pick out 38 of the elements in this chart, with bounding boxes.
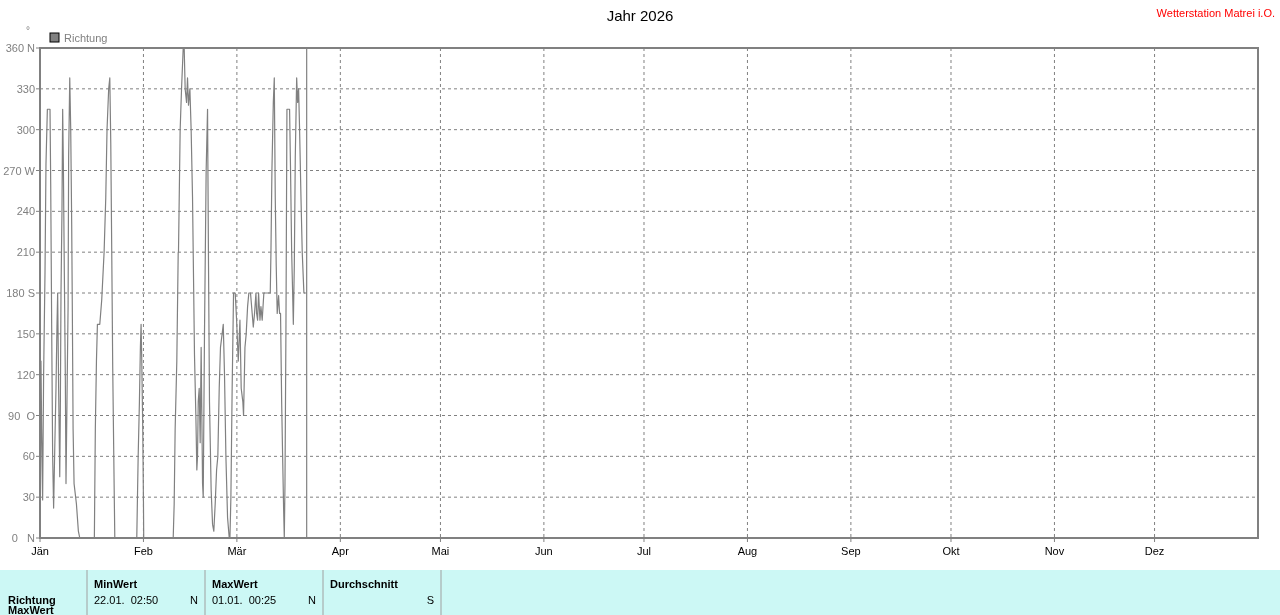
y-tick-label: 240 [16, 205, 35, 218]
y-tick-label: 150 [16, 327, 35, 340]
y-tick-label: 300 [16, 123, 35, 136]
text: Durchschnitt [330, 578, 399, 590]
x-tick-label: Mär [227, 545, 247, 557]
text: MaxWert [212, 578, 258, 590]
y-tick-label: 270 W [3, 164, 36, 177]
x-tick-label: Feb [133, 545, 153, 557]
y-tick-label: 0 N [11, 532, 36, 544]
y-tick-label: 60 [22, 450, 35, 463]
text: 22.01. 02:50 [94, 594, 159, 606]
x-tick-label: Jän [31, 545, 49, 557]
legend-label: Richtung [64, 32, 108, 44]
text: Wetterstation Matrei i.O. [1156, 7, 1275, 19]
x-tick-label: Jul [636, 545, 652, 557]
x-tick-label: Okt [942, 545, 960, 557]
text: N [308, 594, 317, 606]
x-tick-label: Sep [841, 545, 861, 557]
text: 01.01. 00:25 [212, 594, 277, 606]
y-tick-label: 210 [16, 246, 35, 259]
chart-title: Jahr 2026 [606, 7, 674, 24]
y-tick-label: 30 [22, 491, 35, 504]
x-tick-label: Dez [1144, 545, 1165, 557]
y-axis-title: ° [26, 25, 30, 36]
y-tick-label: 360 N [5, 42, 36, 54]
x-tick-label: Jun [535, 545, 553, 557]
y-tick-label: 330 [16, 82, 35, 95]
x-tick-label: Apr [331, 545, 350, 557]
text: Richtung [8, 594, 56, 606]
text: N [190, 594, 199, 606]
x-tick-label: Nov [1044, 545, 1065, 557]
y-tick-label: 90 O [8, 409, 36, 422]
y-tick-label: 180 S [6, 287, 35, 299]
text: MinWert [94, 578, 138, 590]
y-tick-label: 120 [16, 368, 35, 381]
text: S [426, 594, 434, 606]
x-tick-label: Mai [431, 545, 450, 557]
x-tick-label: Aug [737, 545, 758, 557]
